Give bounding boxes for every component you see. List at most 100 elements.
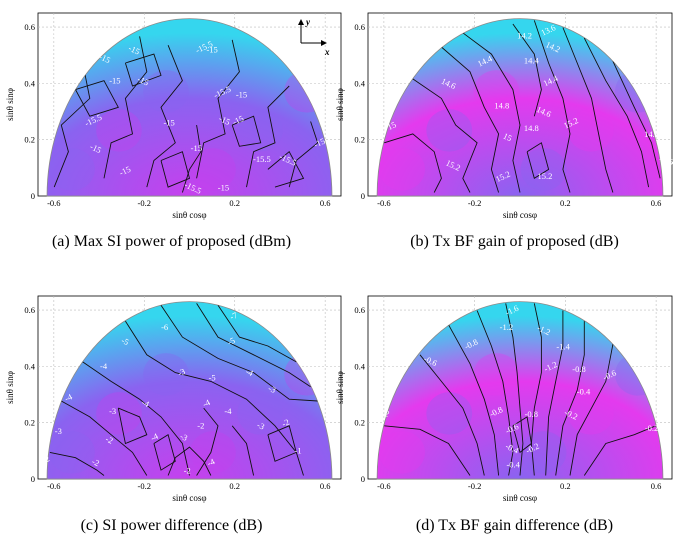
contour-label: -0.4 bbox=[577, 387, 591, 397]
color-patch bbox=[190, 148, 236, 191]
axis-indicator-y-label: y bbox=[305, 17, 311, 27]
contour-label: -0.8 bbox=[572, 364, 585, 374]
contour-line bbox=[217, 304, 297, 363]
contour-line bbox=[545, 310, 564, 476]
axes-indicator: yx bbox=[298, 17, 330, 57]
y-axis-label: sinθ sinφ bbox=[5, 371, 15, 404]
contour-line bbox=[153, 433, 176, 471]
color-patch bbox=[237, 392, 283, 435]
color-patch bbox=[379, 148, 425, 191]
contour-label: -15 bbox=[98, 51, 113, 65]
y-tick-label: 0 bbox=[361, 191, 365, 201]
color-patch bbox=[473, 353, 520, 396]
y-axis-label: sinθ sinφ bbox=[335, 88, 345, 121]
contour-line bbox=[246, 85, 290, 188]
contour-line bbox=[530, 303, 542, 476]
x-tick-label: 0.6 bbox=[320, 481, 331, 491]
contour-line bbox=[196, 407, 219, 476]
contour-line bbox=[231, 425, 255, 476]
contour-line bbox=[448, 324, 500, 476]
contour-line bbox=[583, 37, 650, 188]
x-tick-label: -0.6 bbox=[377, 481, 390, 491]
y-tick-label: 0.2 bbox=[354, 135, 365, 145]
axis-indicator-x-label: x bbox=[324, 47, 330, 57]
y-tick-label: 0.6 bbox=[24, 305, 35, 315]
contour-line bbox=[267, 151, 305, 188]
panel-d: -1.6-1.2 -1.2-0.8 -1.4-0.6 -1.2 -0.8-0.4 -0.6… bbox=[335, 295, 673, 503]
contour-label: -2 bbox=[197, 420, 204, 430]
x-tick-label: 0.6 bbox=[320, 198, 331, 208]
y-tick-label: 0.6 bbox=[354, 305, 365, 315]
x-tick-label: 0.2 bbox=[560, 198, 571, 208]
y-tick-label: 0 bbox=[361, 474, 365, 484]
contour-label: -15 bbox=[118, 164, 133, 178]
contour-label: -2 bbox=[280, 417, 291, 429]
y-tick-label: 0.2 bbox=[24, 418, 35, 428]
y-axis-label: sinθ sinφ bbox=[5, 88, 15, 121]
x-tick-label: -0.6 bbox=[47, 481, 60, 491]
y-tick-label: 0.4 bbox=[24, 78, 35, 88]
color-patch bbox=[520, 148, 567, 191]
contour-line bbox=[512, 23, 542, 117]
contour-label: -5 bbox=[209, 372, 216, 382]
x-tick-label: 0.2 bbox=[229, 481, 240, 491]
contour-label: -0.8 bbox=[525, 409, 538, 419]
contour-line bbox=[569, 344, 614, 476]
contour-label: -15 bbox=[217, 113, 232, 127]
contour-label: -15 bbox=[127, 43, 142, 57]
x-tick-label: 0.2 bbox=[560, 481, 571, 491]
contour-line bbox=[384, 133, 442, 193]
contour-line bbox=[103, 36, 148, 179]
contour-label: 14.4 bbox=[524, 56, 540, 66]
contour-label: 14.2 bbox=[517, 30, 532, 40]
contour-label: -4 bbox=[63, 391, 74, 403]
contour-label: -1.2 bbox=[500, 322, 513, 332]
contour-line bbox=[181, 125, 202, 193]
caption-c: (c) SI power difference (dB) bbox=[80, 517, 263, 534]
x-tick-label: 0.2 bbox=[229, 198, 240, 208]
contour-line bbox=[384, 425, 471, 476]
color-patch bbox=[143, 353, 189, 396]
contour-label: -15 bbox=[218, 182, 229, 192]
contour-label: 15 bbox=[502, 131, 514, 144]
contour-label: -3 bbox=[176, 366, 187, 378]
contour-label: -15.5 bbox=[253, 154, 271, 164]
color-patch bbox=[567, 392, 614, 435]
contour-label: -4 bbox=[149, 431, 160, 443]
y-tick-label: 0.2 bbox=[354, 418, 365, 428]
contour-label: -15 bbox=[312, 136, 327, 150]
contour-label: 15 bbox=[386, 119, 398, 132]
color-patch bbox=[96, 109, 142, 152]
contour-label: 14.8 bbox=[644, 129, 659, 139]
contour-label: 14.8 bbox=[524, 123, 539, 133]
contour-label: -7 bbox=[228, 310, 239, 322]
contour-line bbox=[75, 80, 119, 117]
contour-label: -4 bbox=[201, 397, 212, 409]
contour-line bbox=[533, 20, 571, 193]
arrow-head-icon bbox=[321, 40, 327, 46]
contour-label: -15 bbox=[163, 118, 174, 128]
contour-label: -2 bbox=[40, 453, 51, 465]
contour-line bbox=[167, 446, 212, 476]
contour-label: -3 bbox=[179, 431, 190, 443]
y-tick-label: 0.6 bbox=[354, 22, 365, 32]
x-axis-label: sinθ cosφ bbox=[503, 210, 537, 220]
contour-label: -15 bbox=[236, 89, 247, 99]
contour-line bbox=[612, 61, 661, 179]
contour-label: -15 bbox=[89, 141, 104, 155]
contour-line bbox=[82, 361, 190, 476]
contour-line bbox=[441, 46, 500, 193]
color-patch bbox=[426, 392, 473, 435]
color-patch bbox=[426, 109, 473, 152]
contour-line bbox=[196, 39, 240, 179]
y-axis-label: sinθ sinφ bbox=[335, 371, 345, 404]
x-tick-label: -0.6 bbox=[47, 198, 60, 208]
contour-label: -3 bbox=[256, 420, 267, 432]
contour-label: -4 bbox=[100, 361, 108, 371]
y-tick-label: 0.4 bbox=[354, 78, 365, 88]
contour-label: -1.4 bbox=[556, 341, 570, 351]
contour-label: -3 bbox=[55, 426, 62, 436]
contour-label: -4 bbox=[140, 397, 151, 409]
contour-line bbox=[419, 354, 485, 476]
color-patch bbox=[190, 431, 236, 474]
